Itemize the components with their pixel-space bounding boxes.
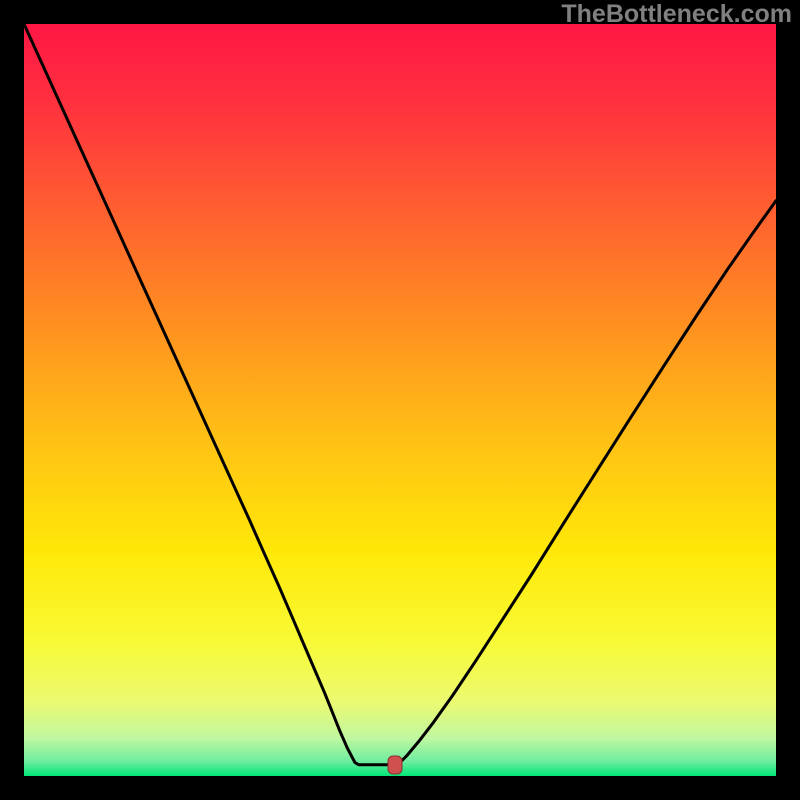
bottleneck-curve	[0, 0, 800, 800]
optimal-point-marker	[387, 755, 403, 775]
watermark: TheBottleneck.com	[561, 0, 792, 29]
